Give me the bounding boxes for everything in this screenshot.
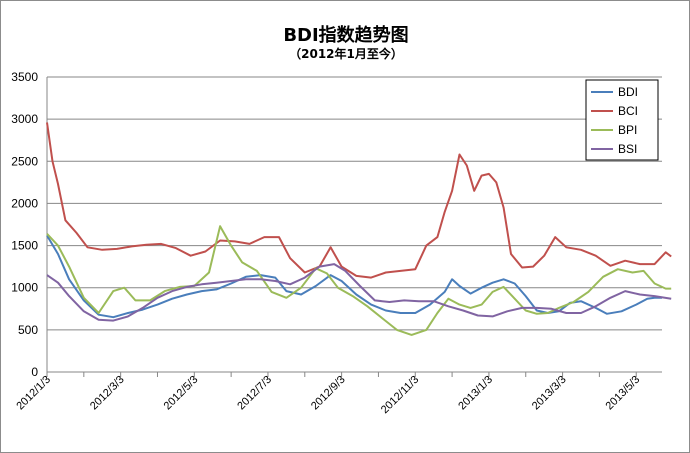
legend-label-bci: BCI [618,104,638,118]
legend-label-bpi: BPI [618,123,637,137]
y-tick-label: 3500 [11,70,38,84]
axes: 0 500 1000 1500 2000 2500 3000 3500 2012/1/3 2012… [11,70,662,416]
series-line-bpi [46,225,672,336]
y-tick-label: 500 [18,323,38,337]
x-tick-label: 2012/1/3 [14,374,53,413]
legend: BDI BCI BPI BSI [585,79,659,161]
legend-box [585,79,659,161]
x-tick-label: 2013/1/3 [456,374,495,413]
legend-label-bsi: BSI [618,142,637,156]
legend-label-bdi: BDI [618,85,638,99]
y-tick-label: 1000 [11,281,38,295]
y-tick-label: 2500 [11,154,38,168]
y-tick-label: 0 [31,365,38,379]
gridlines [47,76,662,373]
x-tick-label: 2012/3/3 [88,374,127,413]
x-tick-label: 2012/9/3 [309,374,348,413]
x-tick-label: 2013/5/3 [604,374,643,413]
x-tick-label: 2012/11/3 [379,374,422,417]
y-tick-label: 3000 [11,112,38,126]
x-tick-label: 2012/7/3 [235,374,274,413]
x-tick-label: 2012/5/3 [162,374,201,413]
x-tick-label: 2013/3/3 [530,374,569,413]
series-lines [46,122,672,336]
series-line-bsi [46,263,672,322]
y-tick-label: 1500 [11,239,38,253]
chart-title: BDI指数趋势图 [283,25,409,46]
y-tick-label: 2000 [11,196,38,210]
series-line-bci [46,122,672,279]
chart-subtitle: （2012年1月至今） [289,47,403,61]
